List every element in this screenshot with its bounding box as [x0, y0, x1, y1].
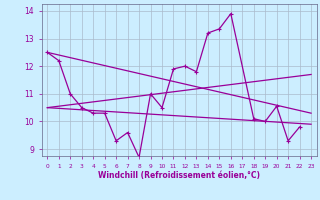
X-axis label: Windchill (Refroidissement éolien,°C): Windchill (Refroidissement éolien,°C) [98, 171, 260, 180]
